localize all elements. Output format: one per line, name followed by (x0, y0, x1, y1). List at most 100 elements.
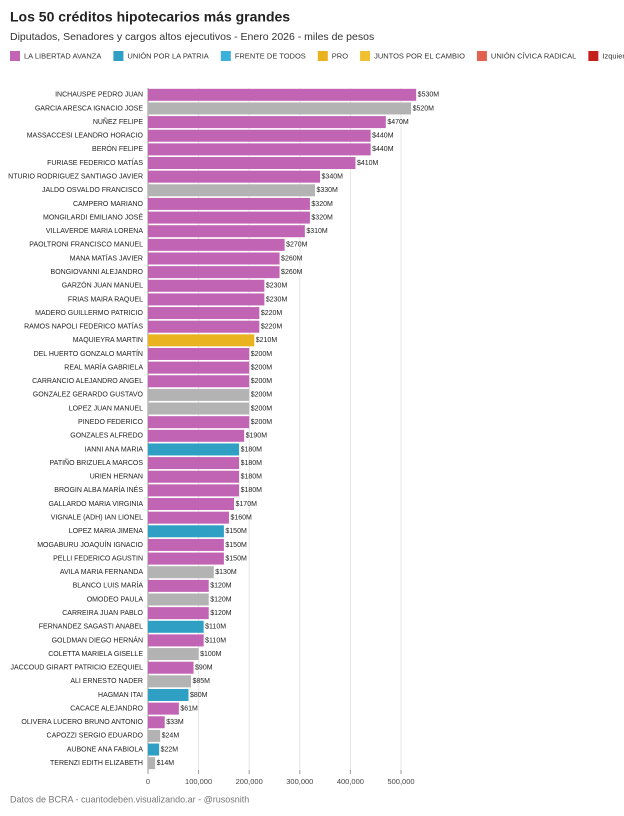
value-label: $200M (251, 405, 273, 412)
chart-subtitle: Diputados, Senadores y cargos altos ejec… (10, 31, 374, 43)
legend-label: UNIÓN CÍVICA RADICAL (491, 51, 576, 60)
value-label: $270M (286, 242, 308, 249)
legend-label: FRENTE DE TODOS (235, 51, 306, 60)
x-tick-label: 100,000 (185, 777, 212, 786)
y-tick-label: MADERO GUILLERMO PATRICIO (35, 310, 143, 317)
value-label: $85M (193, 678, 211, 685)
bar (148, 470, 240, 483)
bar (148, 416, 250, 429)
value-label: $90M (195, 665, 213, 672)
legend-swatch (588, 51, 599, 61)
x-tick-label: 0 (146, 777, 150, 786)
y-tick-label: RAMOS NAPOLI FEDERICO MATÍAS (24, 322, 143, 331)
legend-label: JUNTOS POR EL CAMBIO (374, 51, 465, 60)
value-label: $220M (261, 324, 283, 331)
y-tick-label: AUBONE ANA FABIOLA (67, 746, 144, 753)
value-label: $440M (372, 146, 394, 153)
value-label: $170M (236, 501, 258, 508)
value-label: $260M (281, 255, 303, 262)
bar (148, 511, 229, 524)
y-tick-label: HAGMAN ITAI (98, 692, 143, 699)
y-tick-label: JALDO OSVALDO FRANCISCO (42, 187, 144, 194)
bar (148, 757, 156, 770)
y-tick-label: VIGNALE (ADH) IAN LIONEL (51, 515, 143, 522)
value-label: $150M (225, 555, 247, 562)
legend-label: UNIÓN POR LA PATRIA (127, 51, 208, 60)
value-label: $80M (190, 692, 208, 699)
bar (148, 593, 209, 606)
y-tick-label: CACACE ALEJANDRO (70, 705, 143, 712)
y-tick-label: ALI ERNESTO NADER (70, 678, 143, 685)
bar (148, 566, 214, 579)
bar (148, 361, 250, 374)
y-tick-label: FRIAS MAIRA RAQUEL (68, 296, 143, 303)
bar (148, 293, 265, 306)
y-tick-label: GONZALES ALFREDO (70, 433, 143, 440)
bar (148, 634, 204, 647)
value-label: $230M (266, 296, 288, 303)
y-tick-label: NTURIO RODRIGUEZ SANTIAGO JAVIER (8, 174, 143, 181)
y-tick-label: MOGABURU JOAQUÍN IGNACIO (37, 540, 143, 549)
y-tick-label: LOPEZ JUAN MANUEL (69, 405, 143, 412)
bar (148, 607, 209, 620)
value-label: $120M (210, 583, 232, 590)
legend-label: PRO (332, 51, 348, 60)
bar (148, 252, 280, 265)
value-label: $120M (210, 596, 232, 603)
value-label: $410M (357, 160, 379, 167)
bar (148, 620, 204, 633)
value-label: $180M (241, 460, 263, 467)
value-label: $200M (251, 378, 273, 385)
y-tick-label: OLIVERA LUCERO BRUNO ANTONIO (21, 719, 143, 726)
y-tick-label: FURIASE FEDERICO MATÍAS (47, 158, 143, 167)
y-tick-label: GARZÓN JUAN MANUEL (62, 281, 143, 290)
bar (148, 716, 165, 729)
y-tick-label: JACCOUD GIRART PATRICIO EZEQUIEL (10, 665, 143, 672)
bar (148, 320, 260, 333)
bar (148, 743, 160, 756)
value-label: $220M (261, 310, 283, 317)
bar (148, 170, 321, 183)
value-label: $200M (251, 351, 273, 358)
y-tick-label: GONZALEZ GERARDO GUSTAVO (33, 392, 144, 399)
y-tick-label: CAMPERO MARIANO (73, 201, 144, 208)
value-label: $150M (225, 528, 247, 535)
y-tick-label: FERNANDEZ SAGASTI ANABEL (39, 624, 143, 631)
bar (148, 702, 179, 715)
bar (148, 266, 280, 279)
y-tick-label: PAOLTRONI FRANCISCO MANUEL (29, 242, 143, 249)
y-tick-label: TERENZI EDITH ELIZABETH (50, 760, 143, 767)
bar (148, 648, 199, 661)
value-label: $530M (418, 92, 440, 99)
y-tick-label: GALLARDO MARIA VIRGINIA (48, 501, 143, 508)
y-tick-label: MAQUIEYRA MARTIN (73, 337, 143, 344)
value-label: $110M (205, 624, 226, 631)
value-label: $33M (166, 719, 184, 726)
value-label: $150M (225, 542, 247, 549)
bar (148, 402, 250, 415)
y-tick-label: BERÓN FELIPE (92, 144, 143, 153)
legend-label: LA LIBERTAD AVANZA (24, 51, 101, 60)
y-tick-label: BROGIN ALBA MARÍA INÉS (54, 485, 143, 494)
value-label: $110M (205, 637, 226, 644)
y-tick-label: CAPOZZI SERGIO EDUARDO (47, 733, 144, 740)
bar (148, 579, 209, 592)
value-label: $24M (162, 733, 180, 740)
value-label: $260M (281, 269, 303, 276)
value-label: $470M (387, 119, 409, 126)
bar (148, 457, 240, 470)
value-label: $440M (372, 133, 394, 140)
value-label: $520M (413, 105, 435, 112)
y-tick-label: PELLI FEDERICO AGUSTIN (53, 555, 143, 562)
legend-swatch (360, 51, 371, 61)
value-label: $190M (246, 433, 268, 440)
y-tick-label: MANA MATÍAS JAVIER (70, 253, 143, 262)
x-tick-label: 500,000 (387, 777, 414, 786)
y-tick-label: PINEDO FEDERICO (78, 419, 144, 426)
y-tick-label: COLETTA MARIELA GISELLE (48, 651, 143, 658)
value-label: $130M (215, 569, 237, 576)
bar (148, 225, 305, 238)
bar (148, 116, 386, 129)
y-tick-label: VILLAVERDE MARIA LORENA (46, 228, 143, 235)
y-tick-label: MASSACCESI LEANDRO HORACIO (27, 133, 144, 140)
